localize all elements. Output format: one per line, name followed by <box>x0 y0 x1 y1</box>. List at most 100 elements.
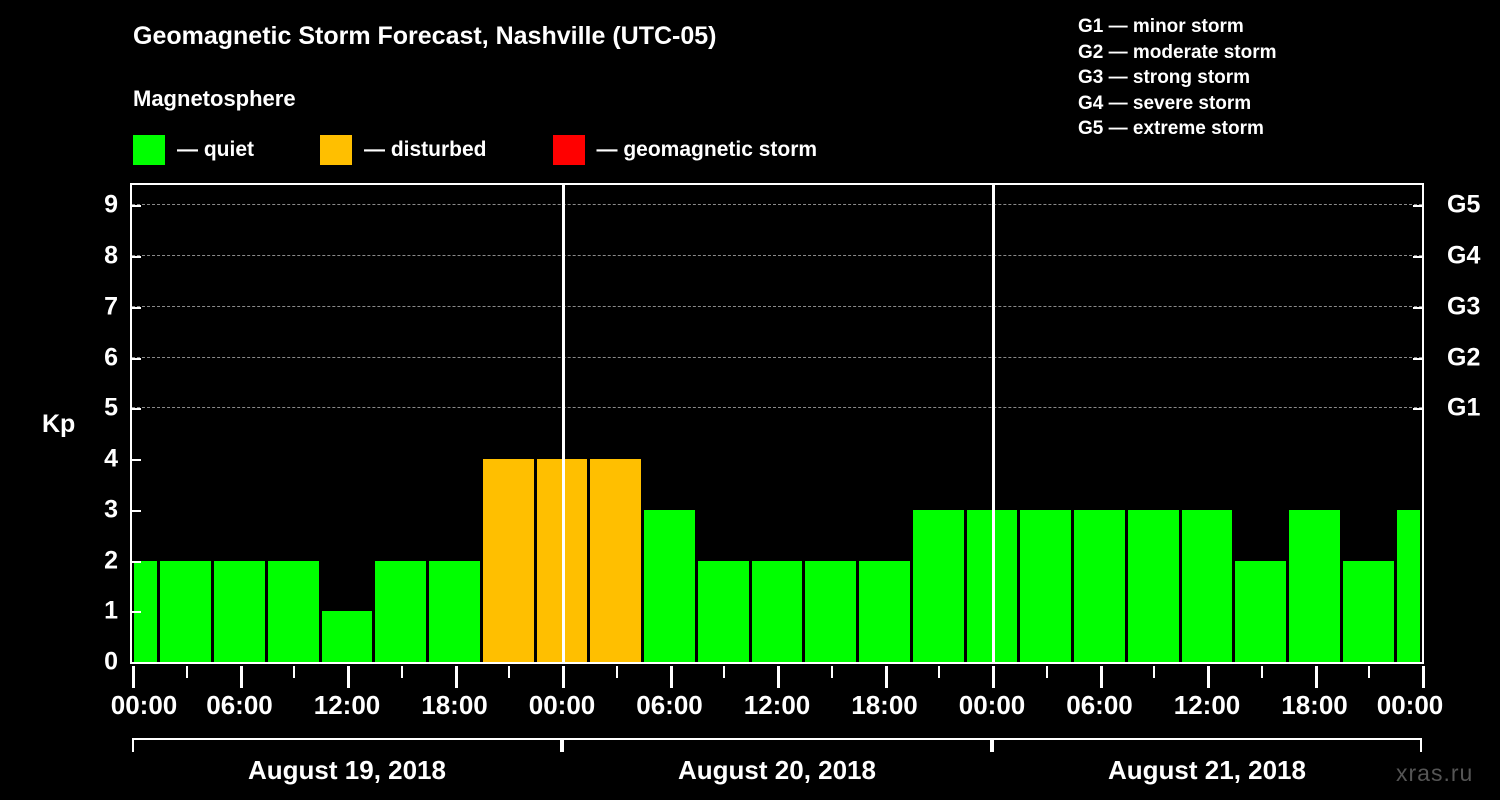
bar <box>859 560 910 662</box>
y-tick-label: 1 <box>104 596 118 625</box>
legend-entry-label: — geomagnetic storm <box>596 138 818 161</box>
bar <box>482 459 534 662</box>
y-tick-label: 4 <box>104 444 118 473</box>
watermark: xras.ru <box>1396 760 1474 786</box>
magnetosphere-section-label: Magnetosphere <box>133 86 296 111</box>
x-tick-major <box>884 666 888 688</box>
color-legend: — quiet — disturbed — geomagnetic storm <box>133 134 817 166</box>
g-tick-mark <box>1413 357 1422 360</box>
y-tick-label: 5 <box>104 393 118 422</box>
bar <box>214 560 265 662</box>
g-scale-row: G5 — extreme storm <box>1078 118 1264 139</box>
bar <box>267 560 319 662</box>
y-axis-title: Kp <box>42 410 76 438</box>
quiet-swatch <box>133 135 165 165</box>
gridline <box>132 356 1422 358</box>
bar <box>1342 560 1394 662</box>
plot-inner <box>132 185 1422 662</box>
g-scale-row: G2 — moderate storm <box>1078 41 1277 63</box>
gridline <box>132 407 1422 409</box>
day-bracket <box>992 738 1422 752</box>
x-tick-label: 06:00 <box>1066 690 1133 720</box>
x-tick-major <box>992 666 995 688</box>
bar <box>429 560 480 662</box>
g-scale-row: G1 — minor storm <box>1078 16 1244 37</box>
g-tick-mark <box>1413 256 1422 259</box>
y-tick-label: 2 <box>104 546 118 574</box>
y-tick-label: 7 <box>104 292 118 321</box>
x-tick-label: 00:00 <box>110 690 178 720</box>
bar <box>966 509 1018 662</box>
x-tick-minor <box>185 666 188 678</box>
y-tick-label: 9 <box>104 190 118 219</box>
bar <box>1235 560 1287 662</box>
bar <box>751 560 803 662</box>
x-tick-major <box>1422 666 1425 688</box>
bar <box>912 509 964 662</box>
bar <box>1181 509 1233 662</box>
x-tick-major <box>132 666 135 688</box>
g-tick-label: G5 <box>1447 190 1481 219</box>
x-tick-label: 18:00 <box>421 690 488 720</box>
x-tick-major <box>669 666 673 688</box>
y-tick-label: 0 <box>104 647 118 676</box>
g-scale-row: G4 — severe storm <box>1078 92 1252 114</box>
bar <box>1396 509 1421 662</box>
legend-entry: — quiet <box>133 134 254 166</box>
x-tick-minor <box>1045 666 1048 678</box>
y-tick-mark <box>132 256 141 259</box>
y-tick-mark <box>132 459 141 462</box>
bar <box>697 560 749 662</box>
disturbed-swatch <box>320 135 352 165</box>
legend-entry: — geomagnetic storm <box>552 134 818 166</box>
day-bracket <box>562 738 992 752</box>
x-tick-label: 00:00 <box>1376 690 1444 720</box>
x-tick-minor <box>938 666 941 678</box>
x-tick-label: 12:00 <box>1173 690 1241 720</box>
x-tick-major <box>239 666 243 688</box>
y-tick-mark <box>132 205 141 208</box>
x-tick-major <box>562 666 565 688</box>
x-tick-minor <box>1260 666 1263 678</box>
y-tick-mark <box>132 306 141 309</box>
y-tick-mark <box>132 662 141 664</box>
g-scale-legend: G1 — minor storm G2 — moderate storm G3 — … <box>1078 14 1277 142</box>
page-title: Geomagnetic Storm Forecast, Nashville (U… <box>133 22 717 50</box>
x-tick-label: 00:00 <box>528 690 596 720</box>
g-tick-label: G1 <box>1447 393 1481 422</box>
bar <box>1289 509 1340 662</box>
x-tick-label: 18:00 <box>851 690 918 720</box>
bar <box>536 459 588 662</box>
y-tick-label: 3 <box>104 495 118 524</box>
day-label: August 20, 2018 <box>678 755 876 785</box>
x-tick-major <box>454 666 458 688</box>
day-label: August 21, 2018 <box>1108 755 1306 785</box>
x-tick-label: 18:00 <box>1281 690 1348 720</box>
y-tick-mark <box>132 611 141 614</box>
storm-swatch <box>552 135 585 165</box>
y-tick-mark <box>132 509 141 512</box>
x-tick-minor <box>615 666 618 678</box>
g-tick-mark <box>1413 205 1422 208</box>
x-tick-minor <box>293 666 296 678</box>
x-tick-minor <box>830 666 833 678</box>
g-tick-label: G4 <box>1447 241 1481 270</box>
bar <box>133 560 158 662</box>
x-tick-minor <box>1368 666 1371 678</box>
x-tick-minor <box>508 666 511 678</box>
y-tick-label: 8 <box>104 241 118 270</box>
bar <box>160 560 212 662</box>
y-tick-mark <box>132 357 141 360</box>
x-tick-label: 12:00 <box>743 690 811 720</box>
x-tick-label: 12:00 <box>313 690 381 720</box>
day-separator <box>992 185 995 662</box>
bar <box>590 459 642 662</box>
bar <box>1074 509 1125 662</box>
bar <box>644 509 695 662</box>
gridline <box>132 204 1422 206</box>
bar <box>375 560 427 662</box>
x-tick-major <box>1314 666 1318 688</box>
bar <box>1127 509 1179 662</box>
y-tick-mark <box>132 408 141 411</box>
x-tick-label: 00:00 <box>958 690 1026 720</box>
